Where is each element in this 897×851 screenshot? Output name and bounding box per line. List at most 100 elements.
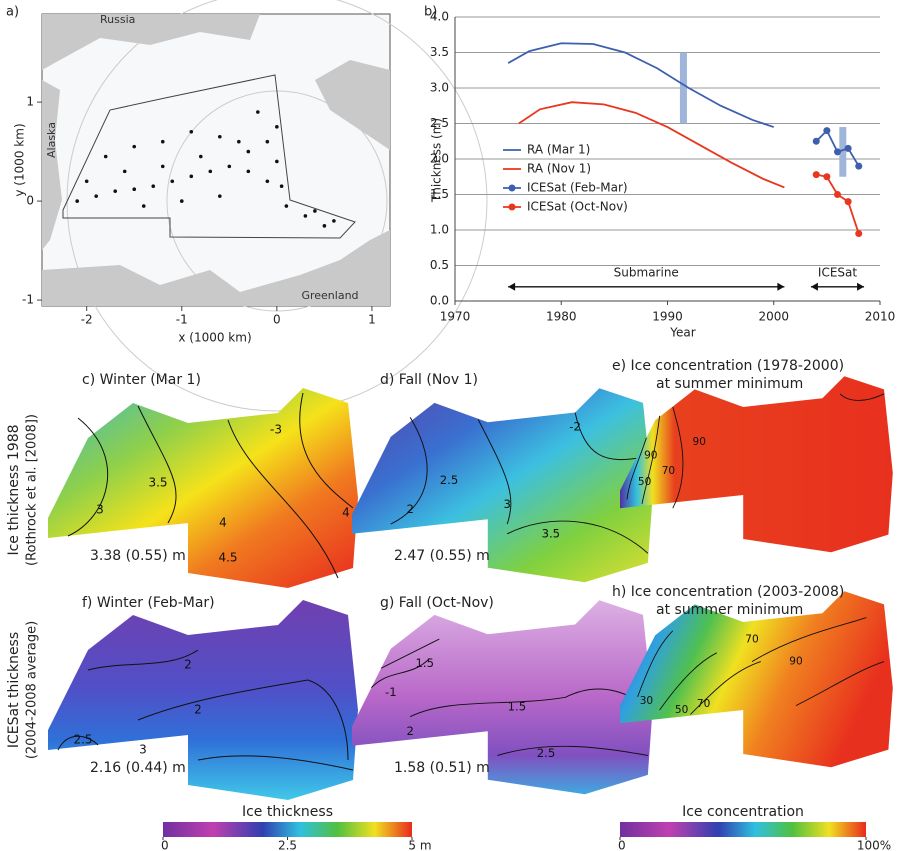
track-point: [284, 204, 289, 208]
panel-stat: 2.16 (0.44) m: [90, 760, 186, 776]
track-point: [303, 214, 308, 218]
colorbar-tick-label: 0: [161, 839, 169, 851]
contour-line: [380, 638, 440, 669]
panel-title: c) Winter (Mar 1): [82, 372, 201, 388]
uncertainty-bar: [679, 52, 687, 124]
contour-line: [641, 415, 661, 504]
track-point: [113, 189, 118, 193]
legend-marker: [508, 184, 516, 192]
panel-label: a): [6, 5, 19, 20]
colorbar: [620, 822, 866, 837]
contour-label: 2: [406, 502, 413, 516]
land: [42, 14, 260, 70]
contour-label: 90: [692, 436, 706, 448]
annotation-label: Submarine: [614, 265, 679, 279]
series-point: [855, 230, 863, 238]
track-point: [75, 199, 79, 203]
track-point: [189, 174, 194, 179]
track-point: [84, 179, 89, 184]
contour-line: [497, 745, 648, 756]
contour-label: 2: [194, 703, 202, 717]
y-tick-label: 0.0: [430, 294, 449, 308]
track-point: [94, 194, 98, 198]
track-point: [170, 179, 175, 184]
track-point: [246, 149, 251, 154]
contour-label: 30: [640, 695, 654, 707]
contour-label: 2.5: [73, 733, 92, 747]
y-tick-label: 0.5: [430, 258, 449, 272]
series-point: [823, 173, 831, 181]
map-frame: [41, 13, 391, 307]
track-point: [322, 224, 327, 228]
contour-label: 4.5: [218, 551, 237, 565]
series-point: [834, 191, 841, 198]
contour-line: [371, 658, 430, 688]
y-tick-label: 2.0: [430, 152, 449, 166]
uncertainty-bar: [839, 127, 847, 177]
y-tick-label: -1: [22, 293, 34, 307]
colorbar-tick-label: 2.5: [278, 839, 297, 851]
x-tick-label: 1990: [652, 310, 683, 324]
track-point: [246, 169, 251, 174]
contour-line: [57, 735, 99, 751]
track-point: [132, 144, 137, 149]
panel-title: f) Winter (Feb-Mar): [82, 595, 215, 611]
contour-line: [751, 617, 867, 662]
panel-title: h) Ice concentration (2003-2008): [612, 584, 844, 600]
contour-label: 3: [503, 497, 510, 511]
contour-label: 3: [139, 743, 147, 757]
series-point: [834, 148, 841, 156]
track-domain: [62, 74, 356, 239]
contour-label: 2: [406, 724, 413, 738]
map-field: [48, 388, 358, 588]
series-point: [812, 137, 820, 145]
y-tick-label: 3.5: [430, 45, 449, 59]
contour-label: 90: [644, 449, 658, 461]
contour-label: 1.5: [508, 700, 527, 714]
map-panel: -3 3.5 3 4 4.5 4: [48, 388, 358, 588]
panel-label: b): [424, 5, 437, 20]
map-field: [352, 600, 653, 795]
map-field: [352, 388, 653, 583]
contour-label: 2.5: [440, 473, 459, 487]
row-label: (Rothrock et al. [2008]): [25, 414, 40, 566]
colorbar-tick-label: 100%: [857, 839, 891, 851]
contour-line: [227, 419, 339, 579]
map-label: Greenland: [301, 289, 358, 302]
series-line: [815, 129, 860, 167]
track-point: [103, 154, 108, 159]
panel-subtitle: at summer minimum: [656, 602, 803, 618]
panel-subtitle: at summer minimum: [656, 376, 803, 392]
contour-label: 50: [675, 704, 689, 716]
track-point: [256, 110, 260, 114]
panel-stat: 1.58 (0.51) m: [394, 760, 490, 776]
contour-line: [626, 437, 647, 500]
y-tick-label: 1: [26, 95, 34, 109]
x-tick-label: -1: [176, 313, 188, 327]
contour-label: -1: [385, 685, 397, 699]
colorbar-tick-label: 0: [618, 839, 626, 851]
track-point: [218, 194, 222, 198]
track-point: [198, 154, 203, 159]
x-axis-label: x (1000 km): [178, 331, 251, 345]
colorbar-title: Ice thickness: [242, 804, 333, 820]
contour-line: [506, 520, 649, 554]
legend-label: ICESat (Feb-Mar): [527, 181, 628, 195]
track-point: [151, 184, 156, 189]
map-panel: 90 50 70 90: [620, 376, 893, 553]
x-tick-label: 2000: [758, 310, 789, 324]
track-point: [265, 179, 270, 184]
legend-marker: [508, 203, 516, 211]
x-tick-label: 1970: [440, 310, 471, 324]
x-tick-label: 2010: [865, 310, 896, 324]
x-tick-label: 1: [368, 313, 376, 327]
track-point: [279, 184, 284, 189]
track-point: [189, 129, 194, 134]
y-tick-label: 0: [26, 194, 34, 208]
x-tick-label: 1980: [546, 310, 577, 324]
contour-line: [477, 419, 512, 525]
panel-stat: 2.47 (0.55) m: [394, 548, 490, 564]
contour-line: [659, 652, 717, 711]
track-point: [237, 139, 241, 144]
contour-line: [67, 417, 109, 537]
